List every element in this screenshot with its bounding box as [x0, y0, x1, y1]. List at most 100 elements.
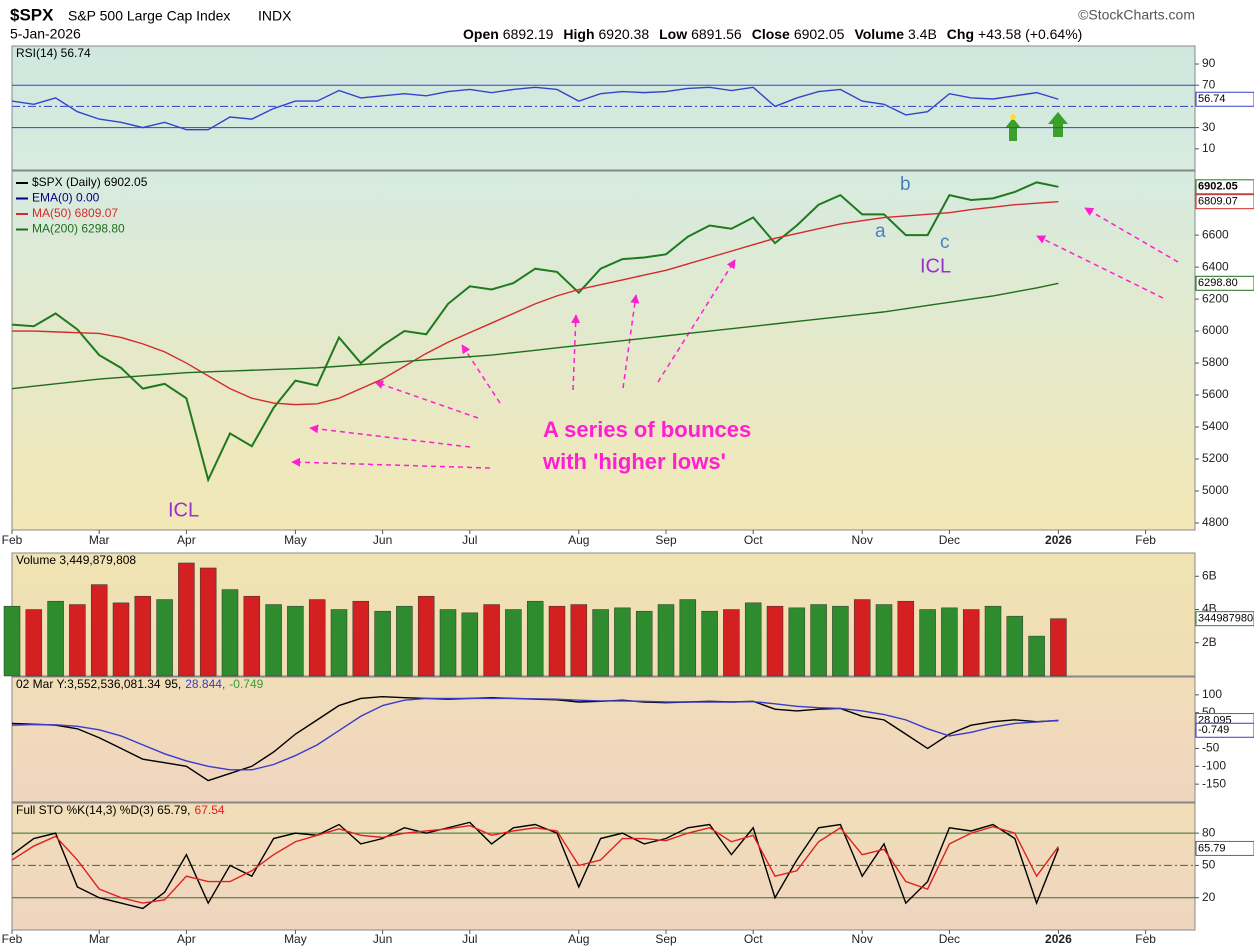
- exchange: INDX: [258, 8, 292, 24]
- series-line: [12, 200, 1059, 406]
- y-tick-label: 5800: [1202, 355, 1229, 369]
- volume-bar: [897, 600, 915, 677]
- annotation: a: [875, 221, 886, 242]
- y-tick-label: 50: [1202, 858, 1216, 872]
- y-tick-label: 100: [1202, 687, 1222, 701]
- legend: Volume 3,449,879,808: [16, 553, 136, 567]
- series-line: [11, 824, 1059, 904]
- x-tick-label: Aug: [568, 533, 589, 547]
- volume-bar: [1006, 615, 1024, 677]
- quote-label: Chg: [947, 26, 974, 42]
- volume-bar: [112, 602, 130, 677]
- annotation: with 'higher lows': [542, 449, 726, 474]
- x-tick-label: Jun: [373, 533, 392, 547]
- quote-label: Volume: [854, 26, 904, 42]
- legend-entry: -0.749: [229, 677, 263, 691]
- y-tick-label: 6600: [1202, 227, 1229, 241]
- index-name: S&P 500 Large Cap Index: [68, 8, 230, 24]
- volume-bar: [396, 605, 413, 677]
- volume-bar: [1050, 618, 1067, 677]
- y-tick-label: 5400: [1202, 419, 1229, 433]
- series-line: [11, 697, 1059, 771]
- volume-bar: [853, 599, 871, 677]
- x-tick-label: Sep: [655, 533, 677, 547]
- volume-bar: [439, 609, 457, 677]
- annotation: A series of bounces: [543, 417, 751, 442]
- volume-bar: [221, 589, 239, 677]
- price-panel: [11, 170, 1196, 531]
- quote-label: Open: [463, 26, 499, 42]
- rsi-panel: [11, 45, 1196, 171]
- x-tick-label: Feb: [1135, 932, 1156, 946]
- macd-panel: [11, 676, 1196, 803]
- volume-bar: [287, 605, 304, 677]
- end-label-box: [1195, 275, 1254, 291]
- end-label-box: [1195, 722, 1254, 738]
- x-tick-label: Jul: [462, 932, 477, 946]
- volume-bar: [417, 595, 435, 677]
- volume-bar: [265, 604, 282, 677]
- volume-bar: [90, 584, 108, 677]
- x-tick-label: May: [284, 533, 307, 547]
- quote-value: 6891.56: [691, 26, 742, 42]
- x-tick-label: 2026: [1045, 932, 1072, 946]
- end-label-box: [1195, 840, 1254, 856]
- volume-bar: [199, 567, 217, 677]
- end-label: -0.749: [1198, 724, 1229, 736]
- legend-entry: Volume 3,449,879,808: [16, 553, 136, 567]
- quote-value: 6920.38: [599, 26, 650, 42]
- legend-entry: RSI(14) 56.74: [16, 46, 91, 60]
- y-tick-label: -150: [1202, 776, 1226, 790]
- y-tick-label: 80: [1202, 825, 1216, 839]
- volume-bar: [875, 604, 893, 677]
- quote: Open 6892.19 High 6920.38 Low 6891.56 Close 690…: [463, 26, 1082, 42]
- date: 5-Jan-2026: [10, 26, 81, 42]
- y-tick-label: 20: [1202, 890, 1216, 904]
- y-tick-label: 6400: [1202, 259, 1229, 273]
- end-label: 65.79: [1198, 842, 1226, 854]
- quote-label: High: [563, 26, 594, 42]
- volume-bar: [178, 562, 195, 677]
- volume-bar: [810, 604, 827, 677]
- x-tick-label: Dec: [939, 533, 960, 547]
- volume-bar: [766, 605, 784, 677]
- legend-entry: EMA(0) 0.00: [32, 191, 100, 205]
- volume-bar: [962, 609, 980, 677]
- quote-value: +43.58 (+0.64%): [978, 26, 1082, 42]
- x-tick-label: Oct: [744, 932, 763, 946]
- volume-bar: [679, 599, 697, 677]
- y-tick-label: 2B: [1202, 635, 1217, 649]
- symbol: $SPX: [10, 5, 54, 24]
- volume-bar: [1028, 635, 1045, 677]
- legend: 02 Mar Y:3,552,536,081.34 95, 28.844, -0.74…: [16, 677, 264, 691]
- legend: RSI(14) 56.74: [16, 46, 91, 60]
- y-tick-label: 5200: [1202, 451, 1229, 465]
- volume-bar: [69, 604, 86, 677]
- legend-entry: 28.844,: [185, 677, 225, 691]
- header: $SPX S&P 500 Large Cap Index INDX ©Stock…: [10, 5, 1195, 41]
- annotation: c: [940, 232, 950, 253]
- volume-bar: [505, 609, 522, 677]
- x-tick-label: Jun: [373, 932, 392, 946]
- annotation-arrows: [291, 207, 1179, 469]
- y-tick-label: 70: [1202, 77, 1216, 91]
- x-tick-label: Apr: [177, 932, 196, 946]
- volume-bar: [461, 612, 479, 677]
- end-label: 6298.80: [1198, 277, 1238, 289]
- volume-bar: [243, 595, 261, 677]
- quote-label: Close: [752, 26, 790, 42]
- volume-bar: [723, 609, 740, 677]
- y-tick-label: 30: [1202, 120, 1216, 134]
- end-label-box: [1195, 611, 1254, 627]
- quote-value: 6902.05: [794, 26, 845, 42]
- legend-entry: MA(200) 6298.80: [32, 222, 125, 236]
- volume-bar: [657, 604, 675, 677]
- y-tick-label: -50: [1202, 741, 1220, 755]
- y-tick-label: 4800: [1202, 515, 1229, 529]
- y-tick-label: 10: [1202, 141, 1216, 155]
- x-tick-label: Nov: [852, 932, 873, 946]
- volume-bar: [526, 600, 544, 677]
- volume-bar: [25, 609, 43, 677]
- series-line: [11, 86, 1059, 131]
- volume-bar: [701, 610, 718, 677]
